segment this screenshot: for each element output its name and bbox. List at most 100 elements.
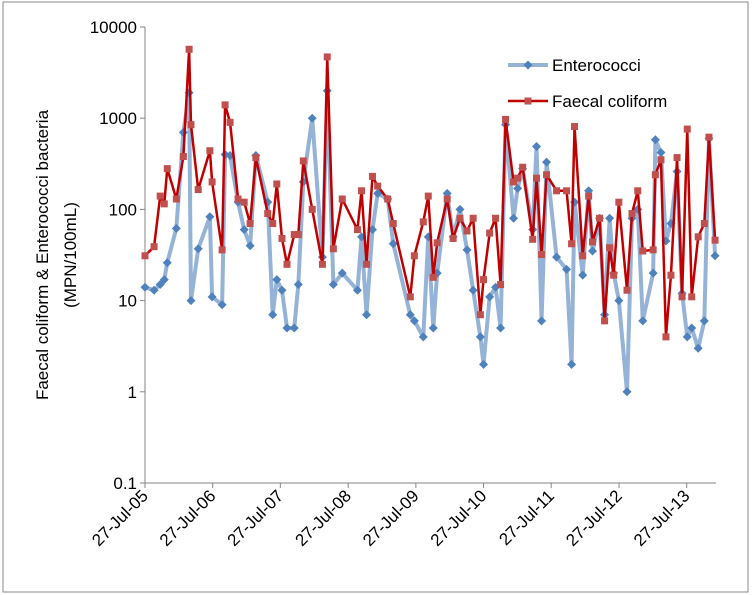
data-point [384, 195, 392, 203]
data-point [337, 268, 347, 278]
data-point [272, 275, 282, 285]
data-point [475, 332, 485, 342]
data-point [492, 214, 500, 222]
data-point [578, 270, 588, 280]
data-point [221, 101, 229, 109]
data-point [363, 260, 371, 268]
data-point [700, 220, 708, 228]
data-point [605, 213, 615, 223]
data-point [171, 223, 181, 233]
data-point [610, 271, 618, 279]
data-point [623, 286, 631, 294]
data-point [496, 323, 506, 333]
data-point [329, 245, 337, 253]
data-point [533, 174, 541, 182]
data-point [424, 192, 432, 200]
data-point [579, 252, 587, 260]
data-point [567, 359, 577, 369]
data-point [662, 333, 670, 341]
data-point [218, 246, 226, 254]
data-point [264, 210, 272, 218]
data-point [693, 343, 703, 353]
data-point [160, 200, 168, 208]
data-point [307, 113, 317, 123]
data-point [589, 238, 597, 246]
data-point [155, 280, 165, 290]
data-point [234, 195, 242, 203]
data-point [538, 251, 546, 259]
data-point [240, 198, 248, 206]
data-point [328, 280, 338, 290]
data-point [469, 214, 477, 222]
data-point [374, 182, 382, 190]
data-point [410, 252, 418, 260]
data-point [406, 293, 414, 301]
legend-marker [524, 97, 532, 105]
data-point [419, 218, 427, 226]
y-tick-label: 100 [109, 200, 137, 219]
data-point [651, 171, 659, 179]
data-point [156, 192, 164, 200]
data-point [433, 239, 441, 247]
data-point [149, 285, 159, 295]
data-point [352, 285, 362, 295]
data-point [606, 244, 614, 252]
data-point [468, 285, 478, 295]
data-point [553, 187, 561, 195]
data-point [294, 231, 302, 239]
data-point [353, 226, 361, 234]
data-point [563, 187, 571, 195]
data-point [443, 195, 451, 203]
data-point [186, 296, 196, 306]
data-point [217, 300, 227, 310]
data-point [614, 296, 624, 306]
data-point [683, 125, 691, 133]
data-point [239, 225, 249, 235]
data-point [282, 323, 292, 333]
data-point [682, 332, 692, 342]
data-point [409, 316, 419, 326]
data-point [141, 252, 149, 260]
data-point [656, 148, 666, 158]
data-point [510, 178, 518, 186]
data-point [185, 45, 193, 53]
data-point [571, 123, 579, 131]
data-point [648, 268, 658, 278]
data-point [456, 214, 464, 222]
data-point [628, 210, 636, 218]
data-point [362, 310, 372, 320]
data-point [562, 264, 572, 274]
data-point [543, 171, 551, 179]
data-point [358, 187, 366, 195]
data-point [486, 229, 494, 237]
data-point [638, 316, 648, 326]
y-axis-label: Faecal coliform & Enterococci bacteria [33, 109, 52, 400]
data-point [290, 231, 298, 239]
y-tick-label: 10000 [90, 18, 137, 37]
data-point [463, 227, 471, 235]
data-point [206, 147, 214, 155]
data-point [462, 245, 472, 255]
data-point [687, 323, 697, 333]
data-point [226, 118, 234, 126]
data-point [418, 332, 428, 342]
y-tick-label: 1000 [99, 109, 137, 128]
data-point [179, 153, 187, 161]
data-point [485, 292, 495, 302]
data-point [207, 292, 217, 302]
data-point [455, 204, 465, 214]
data-point [318, 260, 326, 268]
data-point [476, 311, 484, 319]
data-point [293, 280, 303, 290]
data-point [649, 246, 657, 254]
data-point [650, 135, 660, 145]
data-point [273, 180, 281, 188]
data-point [187, 121, 195, 129]
data-point [163, 165, 171, 173]
data-point [542, 157, 552, 167]
data-point [532, 141, 542, 151]
data-point [688, 293, 696, 301]
data-point [711, 236, 719, 244]
data-point [405, 310, 415, 320]
